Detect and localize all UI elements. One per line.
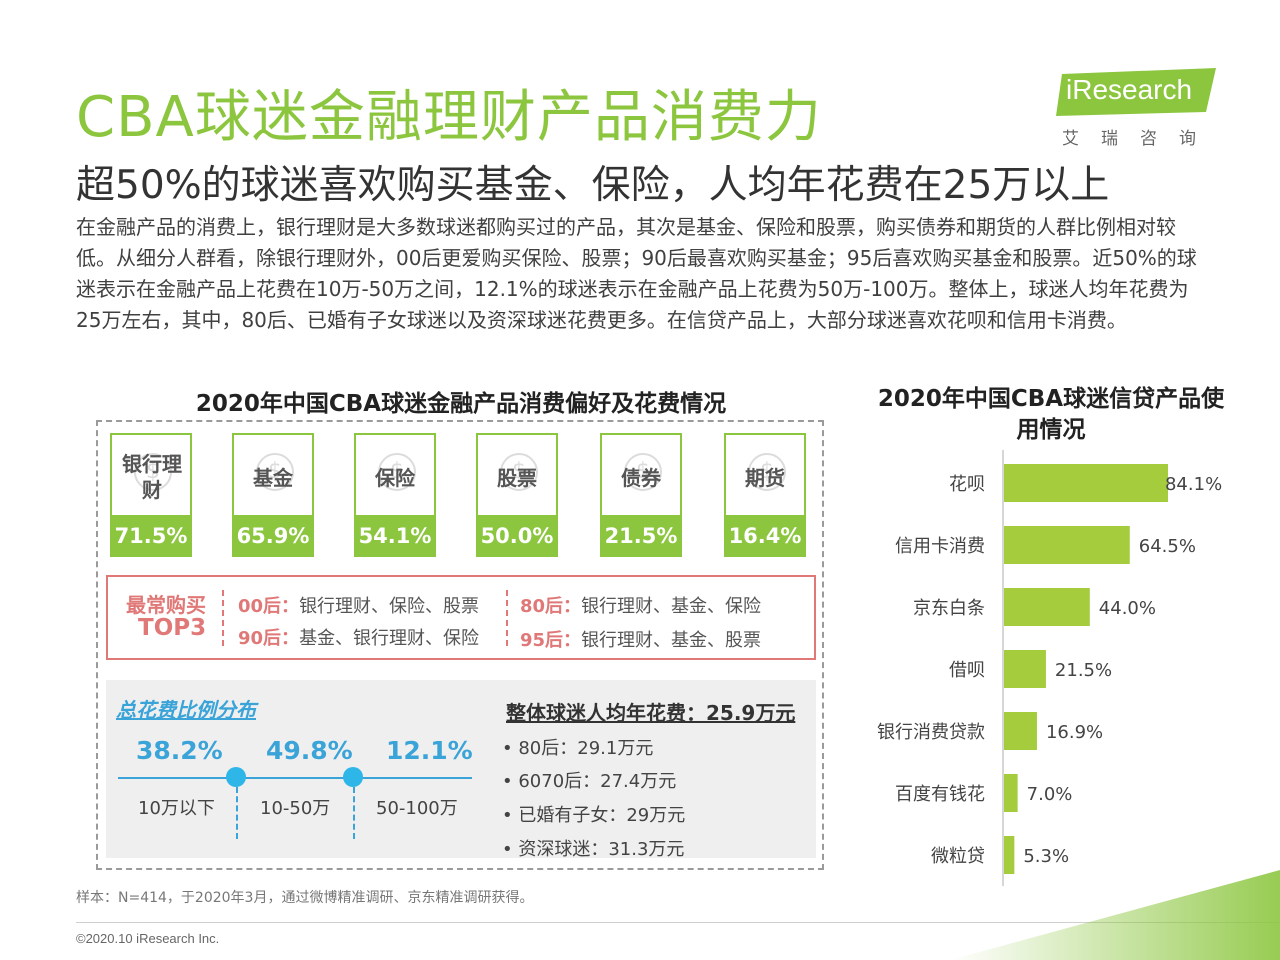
chart-data-label: 7.0% bbox=[1027, 784, 1073, 805]
chart-bar bbox=[1004, 650, 1046, 688]
page-title: CBA球迷金融理财产品消费力 bbox=[76, 85, 822, 150]
logo-text: iResearch bbox=[1066, 74, 1193, 105]
sample-note: 样本：N=414，于2020年3月，通过微博精准调研、京东精准调研获得。 bbox=[76, 890, 534, 906]
top3-row-text: 银行理财、保险、股票 bbox=[299, 596, 480, 617]
coin-icon: $ bbox=[624, 453, 662, 491]
chart-bar bbox=[1004, 588, 1090, 626]
coin-icon: $ bbox=[256, 453, 294, 491]
chart-category-label: 花呗 bbox=[949, 474, 985, 495]
spend-range-label: 10-50万 bbox=[260, 798, 331, 819]
credit-product-bar-chart: 花呗 84.1% 信用卡消费 64.5% 京东白条 44.0% 借呗 21.5% 银行消费贷款 1… bbox=[877, 450, 1222, 886]
chart-data-label: 44.0% bbox=[1099, 598, 1156, 619]
product-name: 期货 bbox=[745, 466, 785, 490]
product-card-futures: $ 期货 16.4% bbox=[724, 433, 806, 557]
coin-icon: $ bbox=[134, 453, 172, 491]
average-spend-text: 80后：29.1万元 bbox=[518, 738, 654, 759]
chart-data-label: 21.5% bbox=[1055, 660, 1112, 681]
chart-title: 2020年中国CBA球迷信贷产品使用情况 bbox=[877, 386, 1225, 443]
spend-percent: 38.2% bbox=[136, 736, 223, 765]
average-spend-text: 6070后：27.4万元 bbox=[518, 771, 677, 792]
top3-row-text: 基金、银行理财、保险 bbox=[299, 628, 480, 649]
chart-bar bbox=[1004, 836, 1015, 874]
product-name: 保险 bbox=[375, 466, 415, 490]
page-subtitle: 超50%的球迷喜欢购买基金、保险，人均年花费在25万以上 bbox=[76, 163, 1110, 208]
average-spend-item: • 80后：29.1万元 bbox=[502, 738, 654, 759]
chart-category-label: 借呗 bbox=[949, 660, 985, 681]
top3-label: 最常购买 bbox=[126, 593, 206, 617]
top3-row-95: 95后：银行理财、基金、股票 bbox=[520, 626, 761, 652]
chart-category-label: 百度有钱花 bbox=[895, 784, 985, 805]
average-spend-text: 资深球迷：31.3万元 bbox=[518, 839, 685, 860]
product-name: 股票 bbox=[497, 466, 537, 490]
coin-icon: $ bbox=[500, 453, 538, 491]
average-spend-item: • 资深球迷：31.3万元 bbox=[502, 839, 685, 860]
copyright-text: ©2020.10 iResearch Inc. bbox=[76, 931, 220, 946]
product-percent: 65.9% bbox=[232, 515, 314, 557]
chart-bar bbox=[1004, 526, 1130, 564]
top3-row-80: 80后：银行理财、基金、保险 bbox=[520, 592, 761, 618]
top3-box bbox=[106, 575, 816, 660]
product-percent: 54.1% bbox=[354, 515, 436, 557]
top3-row-text: 银行理财、基金、股票 bbox=[581, 630, 762, 651]
product-percent: 16.4% bbox=[724, 515, 806, 557]
left-panel-frame bbox=[96, 420, 824, 870]
product-percent: 71.5% bbox=[110, 515, 192, 557]
top3-row-00: 00后：银行理财、保险、股票 bbox=[238, 592, 479, 618]
logo-banner-shape bbox=[1056, 68, 1216, 116]
chart-bar bbox=[1004, 712, 1037, 750]
top3-label-rank: TOP3 bbox=[138, 615, 207, 641]
chart-category-label: 京东白条 bbox=[913, 598, 985, 619]
spend-section bbox=[106, 680, 816, 858]
spend-axis-dot bbox=[343, 767, 363, 787]
spend-axis-line bbox=[118, 777, 472, 779]
chart-bar bbox=[1004, 774, 1018, 812]
product-name: 基金 bbox=[253, 466, 293, 490]
spend-percent: 12.1% bbox=[386, 736, 473, 765]
spend-distribution-title: 总花费比例分布 bbox=[116, 698, 256, 722]
top3-row-tag: 95后： bbox=[520, 630, 582, 651]
chart-data-label: 5.3% bbox=[1023, 846, 1069, 867]
chart-bar bbox=[1004, 464, 1168, 502]
average-spend-item: • 已婚有子女：29万元 bbox=[502, 805, 686, 826]
chart-category-label: 银行消费贷款 bbox=[877, 722, 985, 743]
average-spend-title: 整体球迷人均年花费：25.9万元 bbox=[506, 701, 796, 725]
spend-range-label: 50-100万 bbox=[376, 798, 458, 819]
chart-data-label: 64.5% bbox=[1139, 536, 1196, 557]
product-card-insurance: $ 保险 54.1% bbox=[354, 433, 436, 557]
corner-decoration bbox=[950, 870, 1280, 960]
product-card-bond: $ 债券 21.5% bbox=[600, 433, 682, 557]
product-card-bank: $ 银行理财 71.5% bbox=[110, 433, 192, 557]
spend-range-label: 10万以下 bbox=[138, 798, 215, 819]
product-percent: 50.0% bbox=[476, 515, 558, 557]
iresearch-logo: iResearch 艾瑞咨询 bbox=[1056, 68, 1220, 149]
coin-icon: $ bbox=[748, 453, 786, 491]
product-card-stock: $ 股票 50.0% bbox=[476, 433, 558, 557]
top3-divider bbox=[222, 590, 224, 646]
product-card-fund: $ 基金 65.9% bbox=[232, 433, 314, 557]
spend-percent: 49.8% bbox=[266, 736, 353, 765]
top3-divider bbox=[506, 590, 508, 646]
top3-row-tag: 90后： bbox=[238, 628, 300, 649]
footer-divider bbox=[76, 922, 1280, 923]
top3-row-tag: 00后： bbox=[238, 596, 300, 617]
logo-subtext: 艾瑞咨询 bbox=[1062, 129, 1218, 149]
spend-axis-dot bbox=[226, 767, 246, 787]
product-name: 债券 bbox=[621, 466, 661, 490]
summary-paragraph: 在金融产品的消费上，银行理财是大多数球迷都购买过的产品，其次是基金、保险和股票，… bbox=[76, 215, 1197, 332]
chart-data-label: 16.9% bbox=[1046, 722, 1103, 743]
top3-row-text: 银行理财、基金、保险 bbox=[581, 596, 762, 617]
spend-divider bbox=[353, 787, 355, 839]
average-spend-text: 已婚有子女：29万元 bbox=[518, 805, 686, 826]
average-spend-item: • 6070后：27.4万元 bbox=[502, 771, 677, 792]
chart-category-label: 微粒贷 bbox=[931, 846, 985, 867]
left-panel-title: 2020年中国CBA球迷金融产品消费偏好及花费情况 bbox=[195, 391, 727, 417]
product-name: 银行理财 bbox=[122, 452, 182, 502]
spend-divider bbox=[236, 787, 238, 839]
coin-icon: $ bbox=[378, 453, 416, 491]
chart-category-label: 信用卡消费 bbox=[895, 536, 985, 557]
top3-row-tag: 80后： bbox=[520, 596, 582, 617]
top3-row-90: 90后：基金、银行理财、保险 bbox=[238, 624, 479, 650]
product-percent: 21.5% bbox=[600, 515, 682, 557]
chart-data-label: 84.1% bbox=[1165, 474, 1222, 495]
